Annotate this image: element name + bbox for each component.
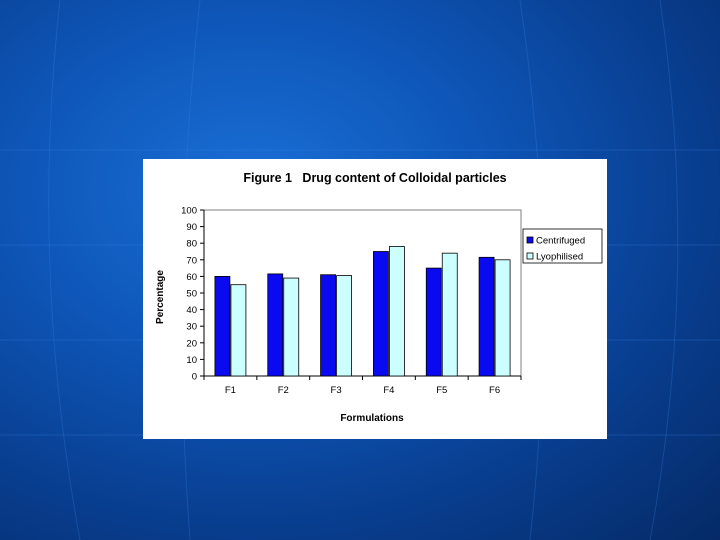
bar-lyophilised-F3 [336, 275, 352, 377]
bar-centrifuged-F4 [373, 251, 389, 377]
bar-centrifuged-F2 [267, 273, 284, 377]
bar-lyophilised-F1 [230, 284, 247, 377]
bar-lyophilised-F2 [283, 277, 300, 377]
y-tick-label-80: 80 [186, 239, 197, 250]
bar-centrifuged-F1 [214, 276, 231, 377]
legend-swatch-centrifuged [526, 236, 534, 244]
y-tick-label-0: 0 [192, 372, 197, 383]
y-tick-label-10: 10 [186, 355, 197, 366]
bar-centrifuged-F3 [320, 274, 336, 377]
x-axis-label: Formulations [340, 413, 404, 424]
legend-box [522, 228, 603, 264]
bar-lyophilised-F6 [494, 259, 511, 377]
x-tick-label-F5: F5 [436, 385, 447, 396]
y-tick-label-70: 70 [186, 255, 197, 266]
y-tick-label-20: 20 [186, 338, 197, 349]
bar-lyophilised-F5 [441, 252, 458, 377]
chart-title: Figure 1 Drug content of Colloidal parti… [243, 171, 507, 185]
bar-centrifuged-F6 [478, 256, 495, 377]
bar-centrifuged-F5 [425, 267, 442, 377]
y-tick-label-40: 40 [186, 305, 197, 316]
x-tick-label-F4: F4 [383, 385, 394, 396]
y-tick-label-90: 90 [186, 222, 197, 233]
plot-area [203, 209, 522, 377]
legend-label-centrifuged: Centrifuged [536, 236, 585, 247]
chart-panel: Figure 1 Drug content of Colloidal parti… [143, 159, 607, 439]
bar-chart: Percentage Formulations 0 10 20 30 40 50 60 70 8… [155, 206, 603, 424]
x-tick-label-F1: F1 [225, 385, 236, 396]
x-tick-label-F3: F3 [331, 385, 342, 396]
y-tick-label-50: 50 [186, 289, 197, 300]
legend-swatch-lyophilised [526, 252, 534, 260]
legend-label-lyophilised: Lyophilised [536, 252, 583, 263]
y-axis-label: Percentage [155, 270, 166, 324]
y-tick-label-30: 30 [186, 322, 197, 333]
x-tick-label-F2: F2 [278, 385, 289, 396]
x-tick-label-F6: F6 [489, 385, 500, 396]
y-tick-label-100: 100 [181, 206, 197, 217]
bar-lyophilised-F4 [389, 246, 405, 377]
y-tick-label-60: 60 [186, 272, 197, 283]
